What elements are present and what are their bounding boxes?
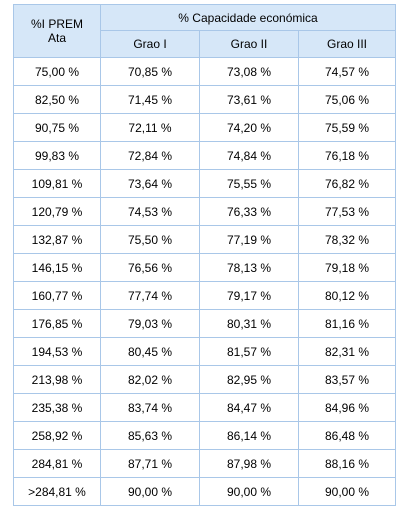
cell-grade-i: 72,84 % xyxy=(100,141,200,170)
cell-grade-ii: 86,14 % xyxy=(199,421,299,450)
cell-prem: 132,87 % xyxy=(13,225,101,254)
cell-grade-iii: 78,32 % xyxy=(297,225,397,254)
cell-grade-ii: 81,57 % xyxy=(199,337,299,366)
cell-grade-i: 85,63 % xyxy=(100,421,200,450)
cell-grade-i: 90,00 % xyxy=(100,477,200,506)
cell-grade-iii: 86,48 % xyxy=(297,421,397,450)
cell-grade-iii: 81,16 % xyxy=(297,309,397,338)
table-row: 160,77 % 77,74 % 79,17 % 80,12 % xyxy=(13,281,397,310)
cell-grade-iii: 77,53 % xyxy=(297,197,397,226)
cell-grade-ii: 76,33 % xyxy=(199,197,299,226)
cell-grade-ii: 73,61 % xyxy=(199,85,299,114)
cell-prem: 146,15 % xyxy=(13,253,101,282)
cell-grade-i: 77,74 % xyxy=(100,281,200,310)
header-grade-iii: Grao III xyxy=(297,30,397,58)
cell-grade-ii: 90,00 % xyxy=(199,477,299,506)
cell-grade-i: 80,45 % xyxy=(100,337,200,366)
cell-prem: 284,81 % xyxy=(13,449,101,478)
cell-grade-i: 79,03 % xyxy=(100,309,200,338)
cell-grade-i: 72,11 % xyxy=(100,113,200,142)
cell-grade-iii: 79,18 % xyxy=(297,253,397,282)
header-prem-ata: %I PREM Ata xyxy=(13,4,101,58)
cell-grade-i: 71,45 % xyxy=(100,85,200,114)
cell-grade-iii: 76,82 % xyxy=(297,169,397,198)
cell-prem: 109,81 % xyxy=(13,169,101,198)
cell-grade-iii: 75,06 % xyxy=(297,85,397,114)
table-row: 194,53 % 80,45 % 81,57 % 82,31 % xyxy=(13,337,397,366)
cell-grade-i: 76,56 % xyxy=(100,253,200,282)
capacity-table-container: %I PREM Ata % Capacidade económica Grao … xyxy=(13,4,397,506)
header-grade-i: Grao I xyxy=(100,30,200,58)
cell-prem: 75,00 % xyxy=(13,57,101,86)
cell-grade-ii: 78,13 % xyxy=(199,253,299,282)
cell-grade-i: 74,53 % xyxy=(100,197,200,226)
table-row: 146,15 % 76,56 % 78,13 % 79,18 % xyxy=(13,253,397,282)
cell-grade-iii: 74,57 % xyxy=(297,57,397,86)
cell-grade-iii: 84,96 % xyxy=(297,393,397,422)
cell-prem: 82,50 % xyxy=(13,85,101,114)
table-row: 120,79 % 74,53 % 76,33 % 77,53 % xyxy=(13,197,397,226)
cell-prem: 213,98 % xyxy=(13,365,101,394)
table-header: %I PREM Ata % Capacidade económica Grao … xyxy=(13,4,397,58)
table-row: 284,81 % 87,71 % 87,98 % 88,16 % xyxy=(13,449,397,478)
cell-grade-ii: 87,98 % xyxy=(199,449,299,478)
cell-grade-ii: 74,20 % xyxy=(199,113,299,142)
cell-prem: 99,83 % xyxy=(13,141,101,170)
cell-grade-iii: 82,31 % xyxy=(297,337,397,366)
table-row: 75,00 % 70,85 % 73,08 % 74,57 % xyxy=(13,57,397,86)
cell-grade-ii: 82,95 % xyxy=(199,365,299,394)
cell-grade-ii: 79,17 % xyxy=(199,281,299,310)
table-row: 235,38 % 83,74 % 84,47 % 84,96 % xyxy=(13,393,397,422)
cell-prem: 235,38 % xyxy=(13,393,101,422)
cell-grade-iii: 75,59 % xyxy=(297,113,397,142)
cell-grade-i: 73,64 % xyxy=(100,169,200,198)
table-row: 99,83 % 72,84 % 74,84 % 76,18 % xyxy=(13,141,397,170)
table-row: 82,50 % 71,45 % 73,61 % 75,06 % xyxy=(13,85,397,114)
table-row: 176,85 % 79,03 % 80,31 % 81,16 % xyxy=(13,309,397,338)
cell-grade-i: 87,71 % xyxy=(100,449,200,478)
table-row: 213,98 % 82,02 % 82,95 % 83,57 % xyxy=(13,365,397,394)
table-row: 109,81 % 73,64 % 75,55 % 76,82 % xyxy=(13,169,397,198)
header-capacity-group: % Capacidade económica xyxy=(99,4,397,31)
cell-grade-i: 70,85 % xyxy=(100,57,200,86)
cell-prem: 90,75 % xyxy=(13,113,101,142)
cell-grade-iii: 76,18 % xyxy=(297,141,397,170)
cell-grade-ii: 84,47 % xyxy=(199,393,299,422)
table-row: 132,87 % 75,50 % 77,19 % 78,32 % xyxy=(13,225,397,254)
cell-grade-ii: 75,55 % xyxy=(199,169,299,198)
table-row: 258,92 % 85,63 % 86,14 % 86,48 % xyxy=(13,421,397,450)
table-body: 75,00 % 70,85 % 73,08 % 74,57 % 82,50 % … xyxy=(13,57,397,506)
cell-grade-iii: 80,12 % xyxy=(297,281,397,310)
cell-grade-ii: 73,08 % xyxy=(199,57,299,86)
cell-prem: 160,77 % xyxy=(13,281,101,310)
cell-prem: >284,81 % xyxy=(13,477,101,506)
cell-grade-ii: 74,84 % xyxy=(199,141,299,170)
header-grade-ii: Grao II xyxy=(199,30,299,58)
capacity-table: %I PREM Ata % Capacidade económica Grao … xyxy=(13,4,397,506)
cell-grade-i: 82,02 % xyxy=(100,365,200,394)
cell-prem: 120,79 % xyxy=(13,197,101,226)
cell-prem: 176,85 % xyxy=(13,309,101,338)
cell-grade-iii: 83,57 % xyxy=(297,365,397,394)
cell-grade-iii: 90,00 % xyxy=(297,477,397,506)
cell-grade-i: 75,50 % xyxy=(100,225,200,254)
table-row: 90,75 % 72,11 % 74,20 % 75,59 % xyxy=(13,113,397,142)
cell-grade-ii: 80,31 % xyxy=(199,309,299,338)
table-row: >284,81 % 90,00 % 90,00 % 90,00 % xyxy=(13,477,397,506)
cell-prem: 194,53 % xyxy=(13,337,101,366)
cell-grade-i: 83,74 % xyxy=(100,393,200,422)
cell-grade-ii: 77,19 % xyxy=(199,225,299,254)
cell-grade-iii: 88,16 % xyxy=(297,449,397,478)
cell-prem: 258,92 % xyxy=(13,421,101,450)
